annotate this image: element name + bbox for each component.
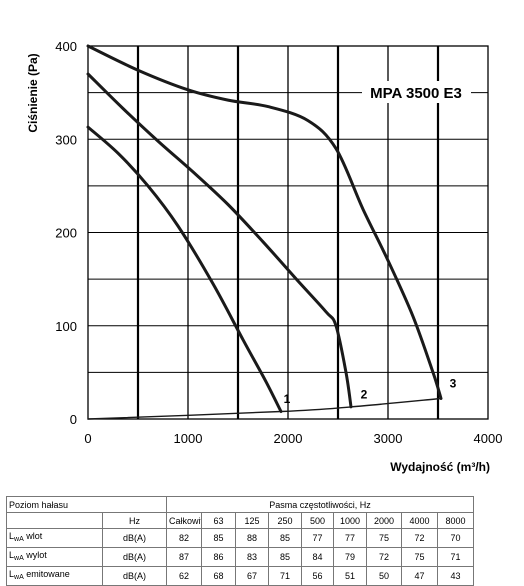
x-tick-label: 4000 <box>474 431 503 446</box>
table-cell: 51 <box>333 566 368 586</box>
table-cell: 70 <box>437 528 475 548</box>
table-cell: 50 <box>366 566 403 586</box>
table-cell: 72 <box>401 528 439 548</box>
noise-level-header: Poziom hałasu <box>5 496 168 513</box>
curve-label-2: 2 <box>361 387 368 401</box>
curve-label-1: 1 <box>284 392 291 406</box>
chart-title: MPA 3500 E3 <box>370 85 462 102</box>
table-cell: 84 <box>301 547 335 567</box>
x-axis-title: Wydajność (m³/h) <box>390 460 490 474</box>
table-cell: 85 <box>201 528 237 548</box>
fan-curve-3 <box>86 44 443 400</box>
table-cell: 75 <box>366 528 403 548</box>
plot-area-border <box>87 45 489 420</box>
column-header: 1000 <box>333 512 368 529</box>
y-axis-title: Ciśnienie (Pa) <box>26 53 40 132</box>
table-cell: 83 <box>235 547 270 567</box>
column-header: 500 <box>301 512 335 529</box>
column-header: Całkowita <box>166 512 203 529</box>
table-cell: 43 <box>437 566 475 586</box>
x-tick-label: 0 <box>84 431 91 446</box>
y-tick-label: 200 <box>55 226 77 241</box>
y-tick-label: 0 <box>70 412 77 427</box>
table-column-header-row: Hz Całkowita 63 125 250 500 1000 2000 40… <box>6 512 511 529</box>
y-tick-label: 100 <box>55 319 77 334</box>
table-cell: 75 <box>401 547 439 567</box>
x-tick-label: 1000 <box>174 431 203 446</box>
table-cell: 82 <box>166 528 203 548</box>
table-cell: 88 <box>235 528 270 548</box>
column-header: 250 <box>268 512 303 529</box>
column-header: 2000 <box>366 512 403 529</box>
table-cell: 85 <box>268 547 303 567</box>
column-header: 8000 <box>437 512 475 529</box>
title-box <box>362 81 471 103</box>
x-tick-label: 3000 <box>374 431 403 446</box>
x-tick-label: 2000 <box>274 431 303 446</box>
noise-level-table: Poziom hałasu Pasma częstotliwości, Hz H… <box>5 496 511 586</box>
chart-series <box>86 44 443 420</box>
row-label: LwA wlot <box>6 528 103 548</box>
tick-labels: 0 1000 2000 3000 4000 0 100 200 300 400 <box>55 39 502 446</box>
table-cell: 71 <box>437 547 475 567</box>
table-title-row: Poziom hałasu Pasma częstotliwości, Hz <box>5 496 511 513</box>
table-cell: 62 <box>166 566 203 586</box>
fan-curve-1 <box>86 125 283 413</box>
row-label: LwA wylot <box>6 547 103 567</box>
table-cell: 47 <box>401 566 439 586</box>
column-header: 4000 <box>401 512 439 529</box>
table-cell: 77 <box>301 528 335 548</box>
column-header: 125 <box>235 512 270 529</box>
curve-label-3: 3 <box>450 376 457 390</box>
row-unit: dB(A) <box>101 528 168 548</box>
y-tick-label: 400 <box>55 39 77 54</box>
table-cell: 86 <box>201 547 237 567</box>
table-cell: 56 <box>301 566 335 586</box>
table-cell: 87 <box>166 547 203 567</box>
chart-frame <box>87 45 489 420</box>
table-row-emitted: LwA emitowane dB(A) 62 68 67 71 56 51 50… <box>6 566 511 586</box>
table-row-outlet: LwA wylot dB(A) 87 86 83 85 84 79 72 75 … <box>6 547 511 567</box>
frequency-bands-header: Pasma częstotliwości, Hz <box>166 496 475 513</box>
table-cell: 67 <box>235 566 270 586</box>
row-unit: dB(A) <box>101 547 168 567</box>
fan-curve-2 <box>86 72 353 409</box>
row-unit: dB(A) <box>101 566 168 586</box>
column-header: 63 <box>201 512 237 529</box>
table-row-inlet: LwA wlot dB(A) 82 85 88 85 77 77 75 72 7… <box>6 528 511 548</box>
table-cell: 68 <box>201 566 237 586</box>
curve-labels: 1 2 3 <box>284 376 457 406</box>
table-cell: 72 <box>366 547 403 567</box>
y-tick-label: 300 <box>55 132 77 147</box>
system-curve <box>87 397 442 420</box>
table-cell: 85 <box>268 528 303 548</box>
table-cell: 77 <box>333 528 368 548</box>
unit-header: Hz <box>101 512 168 529</box>
row-label: LwA emitowane <box>6 566 103 586</box>
table-cell: 79 <box>333 547 368 567</box>
performance-chart: 0 1000 2000 3000 4000 0 100 200 300 400 1 2 3 MPA 3… <box>26 39 502 474</box>
table-cell: 71 <box>268 566 303 586</box>
